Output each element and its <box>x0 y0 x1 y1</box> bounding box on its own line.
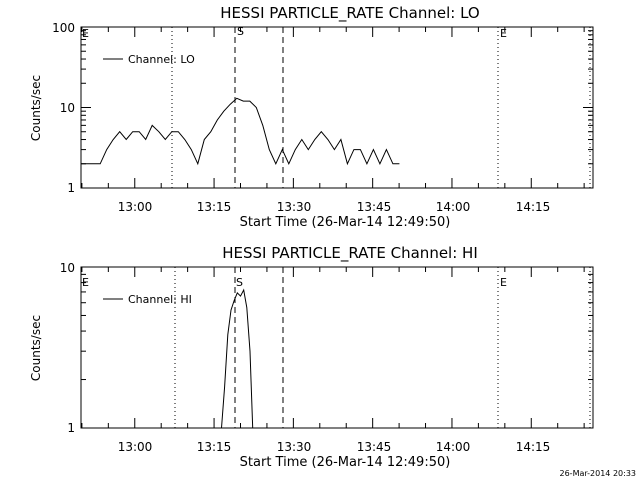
chart-hi-mark-e1: E <box>82 276 89 289</box>
chart-lo-title: HESSI PARTICLE_RATE Channel: LO <box>220 4 479 23</box>
chart-hi-title: HESSI PARTICLE_RATE Channel: HI <box>222 244 478 263</box>
chart-lo: HESSI PARTICLE_RATE Channel: LO 100 10 1… <box>29 4 594 230</box>
chart-hi-xtick-1330: 13:30 <box>277 440 312 454</box>
chart-lo-xtick-1345: 13:45 <box>357 200 392 214</box>
chart-hi-legend-label: Channel: HI <box>128 293 192 306</box>
chart-lo-mark-s: S <box>237 25 244 38</box>
chart-hi-xtick-1400: 14:00 <box>436 440 471 454</box>
chart-lo-mark-e2: E <box>500 27 507 40</box>
chart-lo-xtick-1315: 13:15 <box>197 200 232 214</box>
chart-hi-xtick-1415: 14:15 <box>516 440 551 454</box>
chart-lo-ytick-100: 100 <box>52 21 75 35</box>
chart-lo-xtick-1400: 14:00 <box>436 200 471 214</box>
chart-lo-ylabel: Counts/sec <box>29 75 43 141</box>
chart-hi-xlabel: Start Time (26-Mar-14 12:49:50) <box>240 455 451 470</box>
chart-hi-series-line <box>221 288 254 429</box>
chart-lo-xtick-1300: 13:00 <box>118 200 153 214</box>
chart-lo-xlabel: Start Time (26-Mar-14 12:49:50) <box>240 215 451 230</box>
chart-hi-mark-e2: E <box>500 276 507 289</box>
chart-hi-frame <box>80 266 594 429</box>
chart-hi-ylabel: Counts/sec <box>29 315 43 381</box>
chart-lo-xtick-1330: 13:30 <box>277 200 312 214</box>
chart-lo-mark-e1: E <box>82 27 89 40</box>
chart-lo-frame <box>80 26 594 189</box>
chart-hi-xtick-1315: 13:15 <box>197 440 232 454</box>
chart-hi-ytick-10: 10 <box>60 261 75 275</box>
chart-hi-xtick-1300: 13:00 <box>118 440 153 454</box>
footer-timestamp: 26-Mar-2014 20:33 <box>560 469 637 478</box>
chart-hi: HESSI PARTICLE_RATE Channel: HI 10 1 13:… <box>29 244 594 470</box>
chart-lo-legend-label: Channel: LO <box>128 53 195 66</box>
chart-lo-series-line <box>80 97 400 188</box>
chart-hi-ytick-1: 1 <box>67 421 75 435</box>
chart-hi-xtick-1345: 13:45 <box>357 440 392 454</box>
chart-lo-ytick-1: 1 <box>67 181 75 195</box>
chart-lo-ytick-10: 10 <box>60 101 75 115</box>
chart-hi-mark-s: S <box>236 276 243 289</box>
chart-lo-xtick-1415: 14:15 <box>516 200 551 214</box>
